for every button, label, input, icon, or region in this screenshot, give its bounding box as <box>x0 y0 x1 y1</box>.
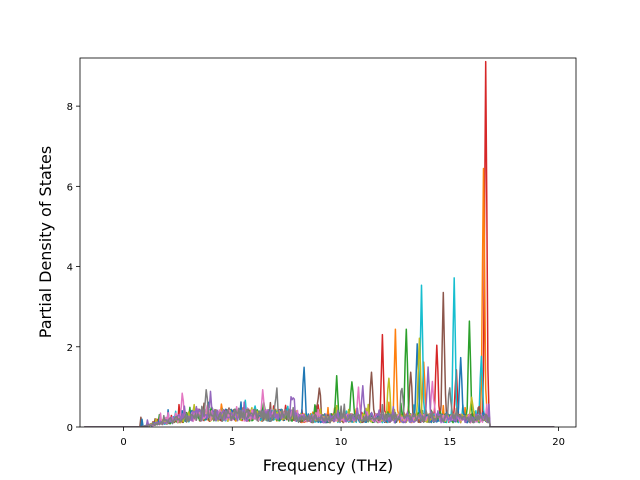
axes-frame <box>79 57 577 428</box>
x-tick-label: 10 <box>335 437 348 448</box>
pdos-series-line <box>84 387 555 427</box>
y-tick-label: 6 <box>67 182 73 193</box>
y-axis-label: Partial Density of States <box>36 146 55 338</box>
x-tick-label: 5 <box>229 437 235 448</box>
y-tick-label: 0 <box>67 423 73 434</box>
x-tick-label: 0 <box>120 437 126 448</box>
x-axis-ticks: 0 5 10 15 20 <box>120 427 565 448</box>
x-tick-label: 15 <box>443 437 456 448</box>
y-axis-ticks: 0 2 4 6 8 <box>67 102 80 434</box>
y-tick-label: 8 <box>67 102 73 113</box>
plot-area <box>84 60 555 427</box>
axes-border <box>79 57 577 428</box>
y-tick-label: 2 <box>67 343 73 354</box>
y-tick-label: 4 <box>67 263 73 274</box>
x-axis-label: Frequency (THz) <box>263 456 393 475</box>
x-tick-label: 20 <box>552 437 565 448</box>
